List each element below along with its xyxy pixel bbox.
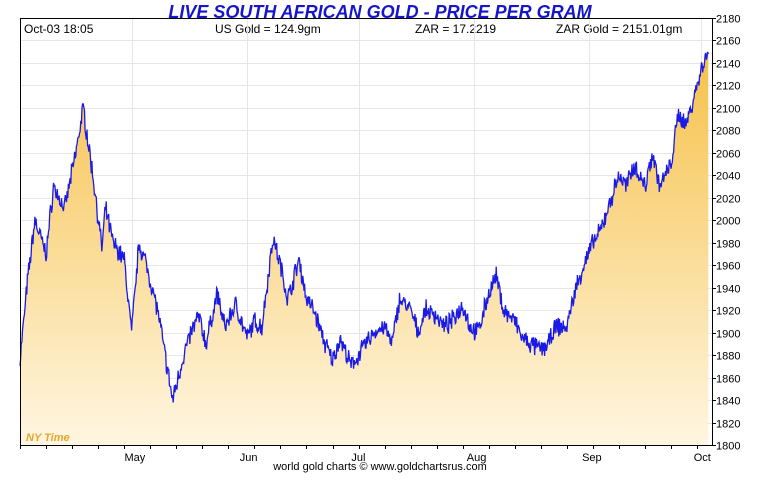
x-tick-label: Sep bbox=[582, 452, 602, 464]
y-tick-label: 1820 bbox=[716, 419, 740, 431]
y-tick-label: 1800 bbox=[716, 441, 740, 453]
y-tick-label: 2000 bbox=[716, 216, 740, 228]
y-tick-label: 2020 bbox=[716, 194, 740, 206]
y-tick-label: 2060 bbox=[716, 149, 740, 161]
y-tick-label: 1840 bbox=[716, 396, 740, 408]
y-tick-label: 1860 bbox=[716, 374, 740, 386]
y-tick-label: 2140 bbox=[716, 59, 740, 71]
y-tick-label: 1880 bbox=[716, 351, 740, 363]
chart-title: LIVE SOUTH AFRICAN GOLD - PRICE PER GRAM bbox=[168, 2, 592, 22]
y-tick-label: 2120 bbox=[716, 81, 740, 93]
y-axis: 1800 1820 1840 1860 1880 1900 1920 1940 1960 1980… bbox=[712, 14, 740, 453]
us-gold-label: US Gold = 124.9gm bbox=[215, 22, 321, 36]
x-axis: May Jun Jul Aug Sep Oct bbox=[20, 445, 711, 464]
x-tick-label: Jun bbox=[240, 452, 258, 464]
y-tick-label: 2100 bbox=[716, 104, 740, 116]
y-tick-label: 2180 bbox=[716, 14, 740, 26]
price-series-line bbox=[19, 51, 709, 403]
plot-border bbox=[20, 18, 713, 446]
y-tick-label: 1920 bbox=[716, 306, 740, 318]
zar-rate-label: ZAR = 17.2219 bbox=[415, 22, 497, 36]
x-tick-label: Aug bbox=[467, 452, 487, 464]
y-tick-label: 1980 bbox=[716, 239, 740, 251]
zar-gold-label: ZAR Gold = 2151.01gm bbox=[556, 22, 683, 36]
x-tick-label: May bbox=[124, 452, 145, 464]
y-tick-label: 2080 bbox=[716, 126, 740, 138]
y-tick-label: 2040 bbox=[716, 171, 740, 183]
y-tick-label: 1960 bbox=[716, 261, 740, 273]
y-tick-label: 1900 bbox=[716, 329, 740, 341]
x-tick-label: Jul bbox=[351, 452, 365, 464]
source-credit: world gold charts © www.goldchartsrus.co… bbox=[273, 461, 487, 473]
price-area-fill bbox=[20, 52, 709, 445]
ny-time-watermark: NY Time bbox=[26, 432, 70, 444]
timestamp-label: Oct-03 18:05 bbox=[24, 22, 94, 36]
y-tick-label: 2160 bbox=[716, 36, 740, 48]
x-tick-label: Oct bbox=[694, 452, 711, 464]
y-tick-label: 1940 bbox=[716, 284, 740, 296]
